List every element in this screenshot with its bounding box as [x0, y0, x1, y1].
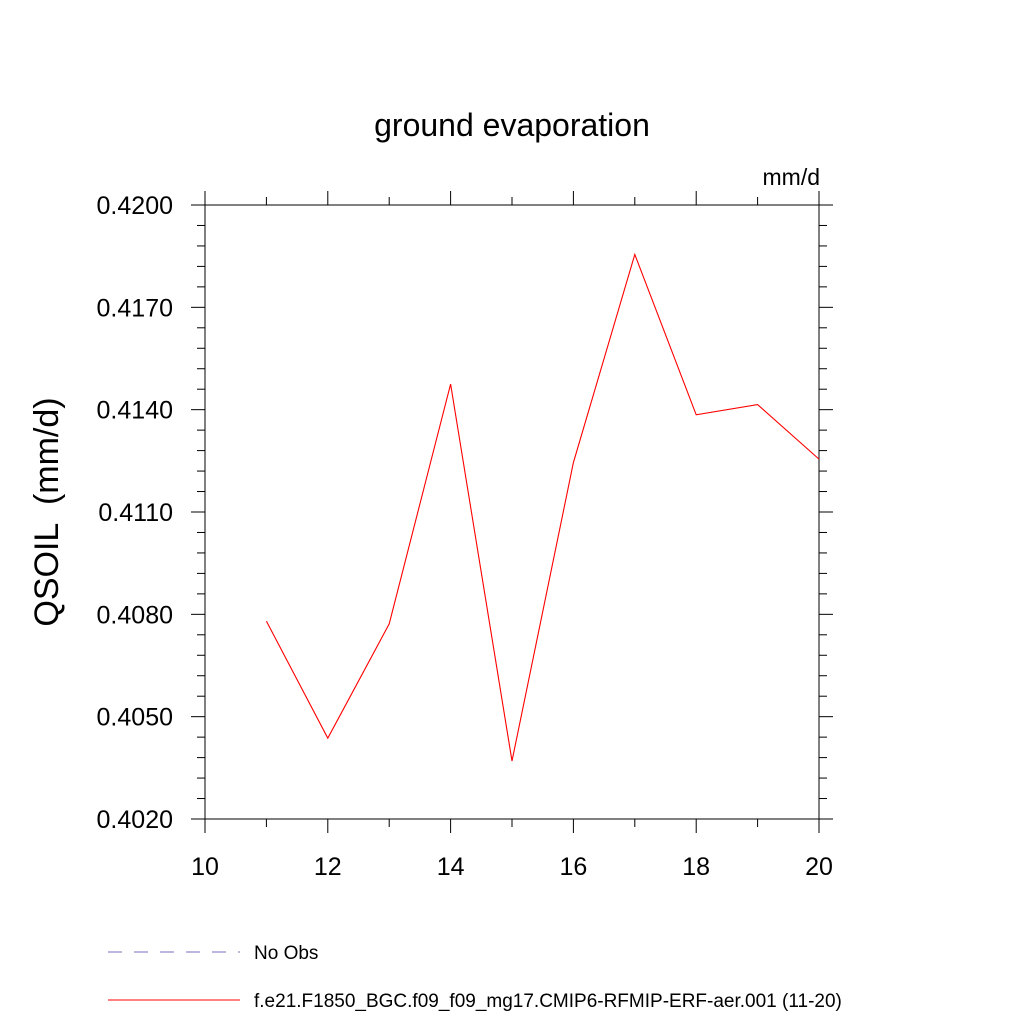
- chart-title: ground evaporation: [374, 107, 650, 143]
- x-tick-label: 20: [805, 853, 833, 881]
- y-tick-label: 0.4020: [97, 806, 173, 834]
- legend-label: No Obs: [254, 943, 318, 964]
- y-tick-label: 0.4200: [97, 192, 173, 220]
- y-tick-label: 0.4050: [97, 704, 173, 732]
- plot-area-frame: [204, 204, 820, 820]
- y-tick-label: 0.4140: [97, 397, 173, 425]
- legend: No Obs f.e21.F1850_BGC.f09_f09_mg17.CMIP6…: [108, 943, 842, 1012]
- x-tick-label: 18: [682, 853, 710, 881]
- x-tick-label: 14: [437, 853, 465, 881]
- series-line: [265, 252, 820, 762]
- x-tick-label: 12: [314, 853, 342, 881]
- y-tick-label: 0.4110: [98, 499, 173, 527]
- series-layer: [265, 252, 820, 762]
- units-label: mm/d: [763, 164, 821, 190]
- x-tick-label: 10: [191, 853, 219, 881]
- y-axis-label: QSOIL (mm/d): [28, 397, 66, 626]
- x-tick-label: 16: [559, 853, 587, 881]
- y-tick-label: 0.4080: [97, 601, 173, 629]
- y-tick-label: 0.4170: [97, 294, 173, 322]
- axis-ticks: 10 12 14 16 18 20 0.4020 0.4050 0.4080 0.4110 0.41…: [97, 191, 833, 881]
- legend-label: f.e21.F1850_BGC.f09_f09_mg17.CMIP6-RFMIP…: [254, 991, 842, 1012]
